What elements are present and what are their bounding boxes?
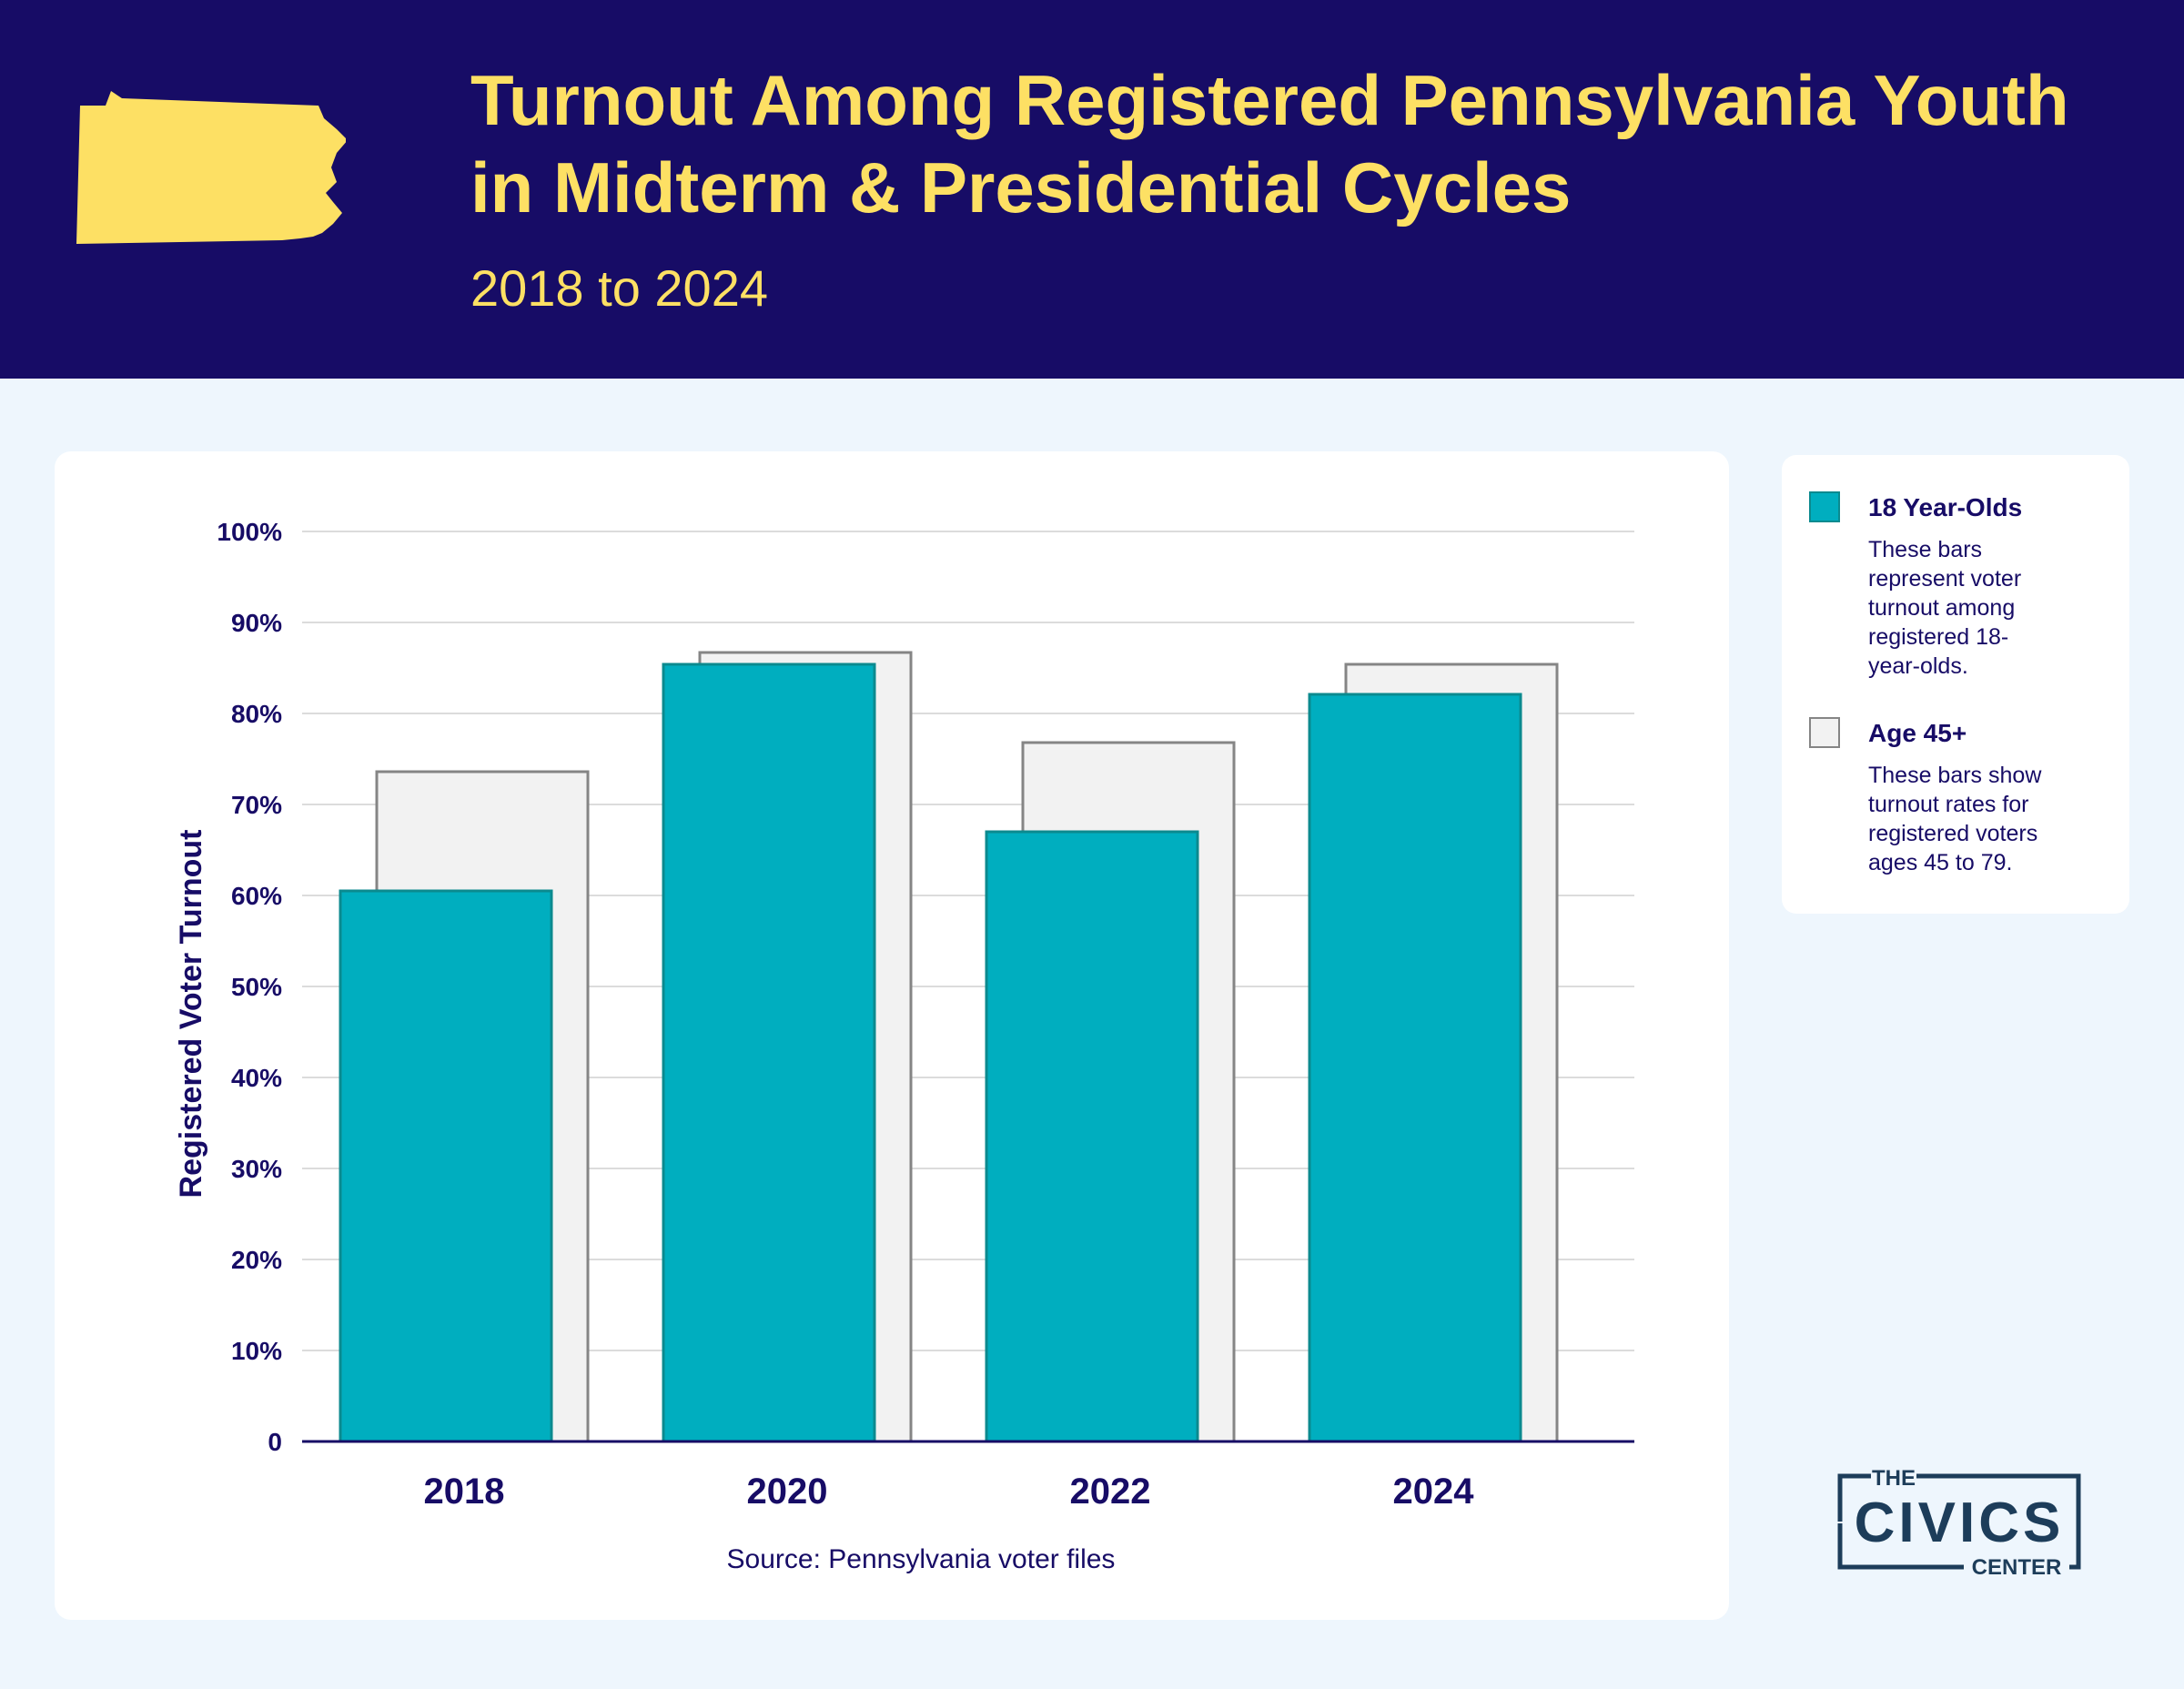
bar-18-year-olds-2022 (985, 830, 1199, 1443)
legend-desc-line: These bars (1868, 537, 1983, 562)
legend-desc-line: These bars show (1868, 763, 2042, 788)
logo-text-top: THE (1872, 1467, 1916, 1491)
chart-card: 0 10% 20% 30% 40% 50% 60% 70% 80% 90% 100% 2018 202… (55, 451, 1729, 1620)
legend-desc-line: registered voters (1868, 821, 2038, 846)
legend-desc-line: ages 45 to 79. (1868, 850, 2013, 875)
legend-desc-line: turnout rates for (1868, 792, 2029, 817)
pennsylvania-map-icon (76, 91, 346, 244)
x-tick-label-2018: 2018 (424, 1472, 505, 1512)
y-axis-label: Registered Voter Turnout (174, 830, 208, 1198)
legend-desc-line: year-olds. (1868, 653, 1968, 679)
page-subtitle: 2018 to 2024 (470, 259, 768, 317)
bars (339, 651, 1559, 1443)
y-tick-label: 0 (268, 1428, 282, 1456)
legend-desc-line: registered 18- (1868, 624, 2009, 650)
y-tick-label: 90% (231, 609, 282, 637)
legend-description-18-year-olds: These bars represent voter turnout among… (1868, 535, 2114, 681)
logo-text-bottom: CENTER (1972, 1555, 2062, 1576)
legend-label-age-45-plus: Age 45+ (1868, 719, 1967, 747)
civics-center-logo: THE CIVICS CENTER (1837, 1467, 2081, 1576)
logo-text-main: CIVICS (1855, 1492, 2065, 1554)
y-tick-label: 60% (231, 882, 282, 910)
legend-description-age-45-plus: These bars show turnout rates for regist… (1868, 761, 2114, 877)
legend-desc-line: turnout among (1868, 595, 2016, 621)
bar-18-year-olds-2020 (662, 662, 876, 1443)
legend-swatch-18-year-olds (1809, 491, 1840, 522)
x-tick-labels: 2018 2020 2022 2024 (424, 1472, 1475, 1512)
page-title: Turnout Among Registered Pennsylvania Yo… (470, 60, 2069, 228)
y-tick-label: 80% (231, 700, 282, 728)
bar-18-year-olds-2018 (339, 889, 553, 1443)
y-tick-label: 100% (217, 518, 282, 546)
y-tick-label: 10% (231, 1337, 282, 1365)
y-tick-labels: 0 10% 20% 30% 40% 50% 60% 70% 80% 90% 100% (217, 518, 282, 1456)
legend: 18 Year-Olds These bars represent voter … (1782, 455, 2129, 914)
y-tick-label: 40% (231, 1064, 282, 1092)
y-tick-label: 20% (231, 1246, 282, 1274)
legend-label-18-year-olds: 18 Year-Olds (1868, 493, 2023, 521)
legend-swatch-age-45-plus (1809, 717, 1840, 748)
bar-chart: 0 10% 20% 30% 40% 50% 60% 70% 80% 90% 100% 2018 202… (174, 518, 1634, 1574)
source-note: Source: Pennsylvania voter files (727, 1544, 1116, 1574)
x-tick-label-2022: 2022 (1070, 1472, 1151, 1512)
y-tick-label: 70% (231, 791, 282, 819)
legend-desc-line: represent voter (1868, 566, 2022, 592)
y-tick-label: 30% (231, 1155, 282, 1183)
header-banner: Turnout Among Registered Pennsylvania Yo… (0, 0, 2184, 379)
y-tick-label: 50% (231, 973, 282, 1001)
x-tick-label-2020: 2020 (747, 1472, 828, 1512)
x-tick-label-2024: 2024 (1393, 1472, 1475, 1512)
bar-18-year-olds-2024 (1308, 693, 1522, 1443)
